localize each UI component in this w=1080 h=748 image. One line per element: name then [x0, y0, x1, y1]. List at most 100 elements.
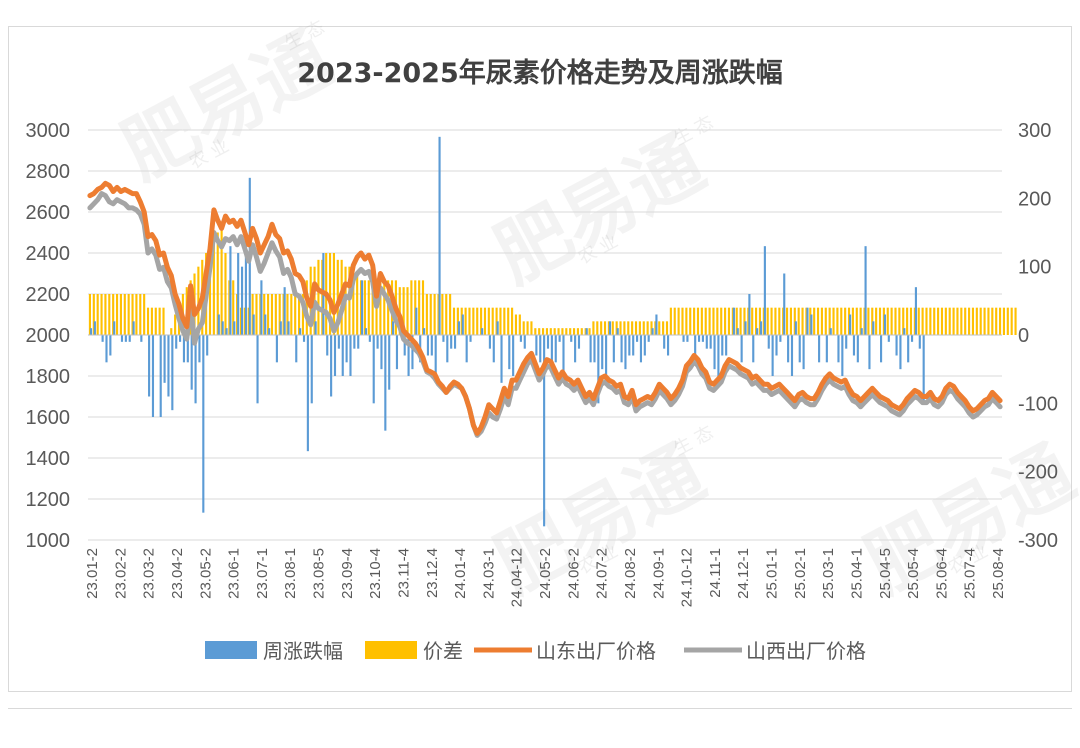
- spread-bar: [131, 294, 134, 335]
- spread-bar: [100, 294, 103, 335]
- spread-bar: [572, 328, 576, 335]
- weekly-change-bar: [101, 335, 104, 342]
- weekly-change-bar: [453, 335, 457, 349]
- weekly-change-bar: [330, 335, 333, 397]
- spread-bar: [673, 307, 676, 335]
- spread-bar: [503, 307, 506, 335]
- weekly-change-bar: [233, 321, 236, 335]
- spread-bar: [596, 321, 599, 335]
- weekly-change-bar: [403, 335, 406, 356]
- spread-bar: [882, 307, 885, 335]
- spread-bar: [665, 321, 669, 335]
- spread-bar: [507, 307, 510, 335]
- weekly-change-bar: [333, 335, 337, 376]
- spread-bar: [88, 294, 92, 335]
- weekly-change-bar: [407, 335, 410, 376]
- watermark-sub: 生 态: [670, 422, 717, 460]
- weekly-change-bar: [914, 287, 917, 335]
- weekly-change-bar: [202, 335, 205, 513]
- weekly-change-bar: [922, 335, 925, 404]
- weekly-change-bar: [701, 335, 704, 342]
- weekly-change-bar: [221, 321, 224, 335]
- weekly-change-bar: [845, 335, 848, 349]
- spread-bar: [716, 307, 719, 335]
- x-tick-label: 24.12-1: [735, 548, 752, 599]
- spread-bar: [538, 328, 541, 335]
- weekly-change-bar: [299, 328, 302, 335]
- spread-bar: [298, 294, 301, 335]
- weekly-change-bar: [252, 314, 255, 335]
- spread-bar: [689, 307, 692, 335]
- x-tick-label: 25.04-5: [877, 548, 894, 599]
- spread-bar: [712, 307, 715, 335]
- spread-bar: [480, 307, 483, 335]
- weekly-change-bar: [488, 335, 491, 349]
- y-left-tick-label: 2400: [26, 243, 71, 265]
- spread-bar: [960, 307, 963, 335]
- x-tick-label: 25.06-4: [933, 548, 950, 599]
- spread-bar: [766, 307, 769, 335]
- spread-bar: [956, 307, 959, 335]
- spread-bar: [998, 307, 1002, 335]
- spread-bar: [127, 294, 130, 335]
- weekly-change-bar: [151, 335, 155, 417]
- legend-swatch: [365, 641, 417, 659]
- spread-bar: [855, 307, 858, 335]
- spread-bar: [174, 314, 177, 335]
- spread-bar: [840, 307, 843, 335]
- spread-bar: [631, 321, 634, 335]
- legend-label: 山西出厂价格: [746, 639, 866, 663]
- weekly-change-bar: [384, 335, 387, 431]
- y-right-tick-label: -100: [1018, 393, 1058, 415]
- weekly-change-bar: [89, 328, 93, 335]
- spread-bar: [720, 307, 723, 335]
- weekly-change-bar: [767, 335, 770, 349]
- weekly-change-bar: [229, 246, 232, 335]
- weekly-change-bar: [357, 335, 360, 349]
- weekly-change-bar: [198, 335, 201, 363]
- spread-bar: [805, 307, 808, 335]
- legend-label: 周涨跌幅: [263, 639, 343, 663]
- weekly-change-bar: [326, 335, 329, 356]
- spread-bar: [371, 280, 374, 335]
- x-tick-label: 23.03-2: [141, 548, 158, 599]
- spread-bar: [499, 307, 502, 335]
- spread-bar: [603, 321, 607, 335]
- x-tick-label: 23.05-2: [197, 548, 214, 599]
- weekly-change-bar: [608, 321, 612, 335]
- spread-bar: [940, 307, 944, 335]
- weekly-change-bar: [341, 335, 344, 376]
- x-tick-label: 23.06-1: [226, 548, 243, 599]
- y-axis-left: 1000 1200 1400 1600 1800 2000 2200 2400 2600 2800…: [26, 120, 71, 552]
- x-tick-label: 24.09-1: [650, 548, 667, 599]
- spread-bar: [220, 225, 223, 335]
- weekly-change-bar: [376, 335, 379, 349]
- spread-bar: [1006, 307, 1009, 335]
- y-left-tick-label: 2600: [26, 202, 71, 224]
- spread-bar: [755, 307, 758, 335]
- weekly-change-bar: [415, 307, 418, 335]
- x-tick-label: 23.08-5: [311, 548, 328, 599]
- x-tick-label: 23.10-4: [367, 548, 384, 599]
- spread-bar: [592, 321, 595, 335]
- spread-bar: [898, 307, 901, 335]
- weekly-change-bar: [771, 335, 774, 376]
- weekly-change-bar: [825, 335, 828, 363]
- spread-bar: [944, 307, 947, 335]
- legend-label: 价差: [423, 639, 463, 663]
- spread-bar: [514, 314, 518, 335]
- spread-bar: [267, 294, 270, 335]
- weekly-change-bar: [411, 335, 414, 370]
- weekly-change-bar: [740, 335, 743, 363]
- spread-bar: [948, 307, 951, 335]
- weekly-change-bar: [775, 335, 778, 356]
- weekly-change-bar: [543, 335, 546, 527]
- spread-bar: [197, 266, 200, 335]
- spread-bar: [836, 307, 839, 335]
- weekly-change-bar: [860, 328, 863, 335]
- spread-bar: [476, 307, 479, 335]
- weekly-change-bar: [628, 335, 631, 356]
- weekly-change-bar: [899, 335, 902, 370]
- spread-bar: [170, 328, 173, 335]
- weekly-change-bar: [124, 335, 127, 342]
